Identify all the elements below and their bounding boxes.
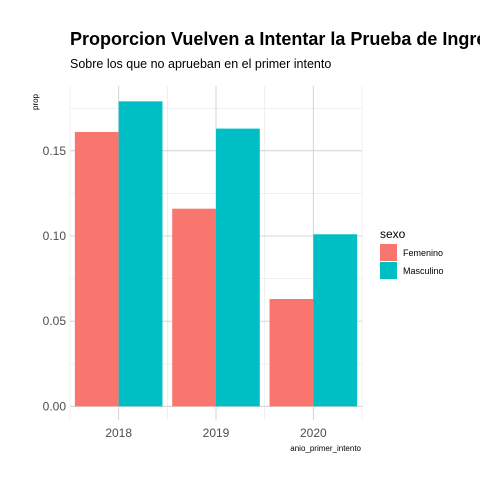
legend-title: sexo <box>380 227 406 241</box>
legend: sexo Femenino Masculino <box>380 227 444 279</box>
y-tick-label: 0.10 <box>43 229 67 243</box>
bar-femenino-2019 <box>172 208 216 407</box>
y-tick-label: 0.00 <box>43 399 67 413</box>
legend-key-masculino <box>380 262 397 279</box>
y-tick-labels: 0.00 0.05 0.10 0.15 <box>43 144 67 414</box>
chart-title: Proporcion Vuelven a Intentar la Prueba … <box>70 29 480 49</box>
x-axis-title: anio_primer_intento <box>290 444 361 453</box>
x-tick-labels: 2018 2019 2020 <box>105 426 327 440</box>
legend-key-femenino <box>380 244 397 261</box>
y-axis-title: prop <box>31 93 40 110</box>
bar-femenino-2018 <box>74 132 119 407</box>
chart-subtitle: Sobre los que no aprueban en el primer i… <box>70 57 331 71</box>
legend-label-femenino: Femenino <box>403 248 443 258</box>
x-tick-label: 2020 <box>300 426 327 440</box>
bars <box>74 101 358 407</box>
x-tick-label: 2018 <box>105 426 132 440</box>
bar-masculino-2020 <box>313 234 358 407</box>
bar-masculino-2019 <box>216 128 260 407</box>
bar-femenino-2020 <box>269 299 314 407</box>
x-tick-label: 2019 <box>203 426 230 440</box>
y-tick-label: 0.15 <box>43 144 67 158</box>
y-tick-label: 0.05 <box>43 314 67 328</box>
bar-masculino-2018 <box>118 101 163 407</box>
legend-label-masculino: Masculino <box>403 266 444 276</box>
